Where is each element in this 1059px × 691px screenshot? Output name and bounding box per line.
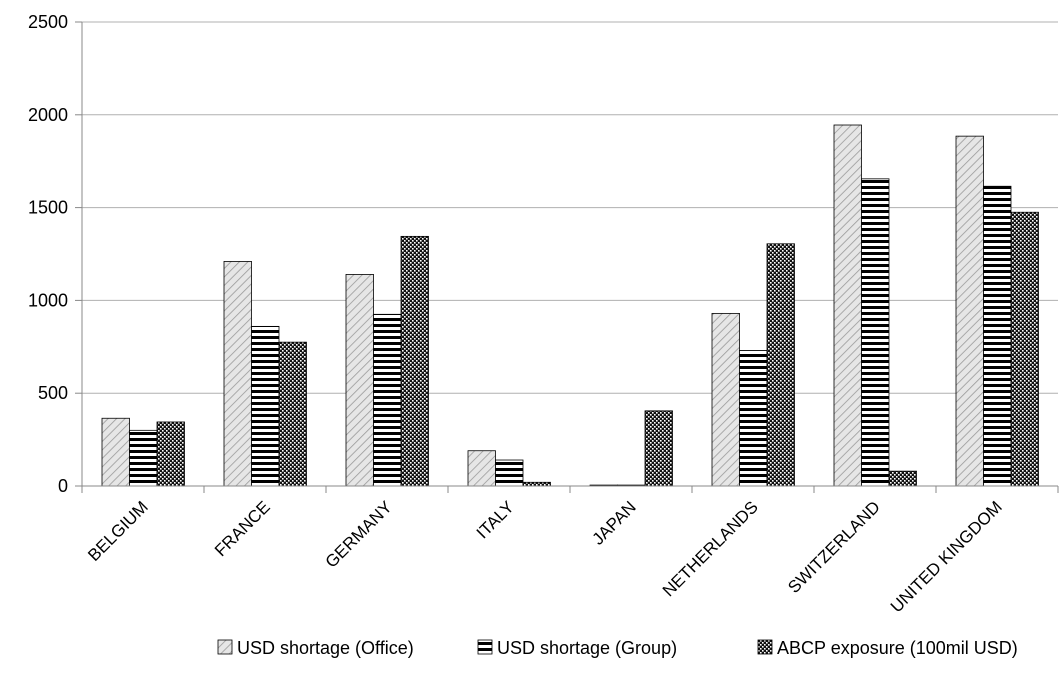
- bar: [1010, 211, 1039, 487]
- y-tick-label: 500: [38, 383, 68, 403]
- bar: [833, 124, 862, 487]
- bar: [861, 178, 890, 487]
- bar: [522, 481, 551, 487]
- y-tick-label: 0: [58, 476, 68, 496]
- bar: [278, 341, 307, 487]
- bar: [983, 185, 1012, 487]
- bar: [766, 243, 795, 487]
- bar: [739, 350, 768, 487]
- bar: [345, 274, 374, 487]
- bar: [955, 135, 984, 487]
- legend-swatch: [757, 639, 773, 655]
- bar: [373, 313, 402, 487]
- bar: [223, 261, 252, 487]
- x-category-label: SWITZERLAND: [784, 497, 884, 597]
- x-category-label: BELGIUM: [84, 497, 152, 565]
- y-axis-ticks: 0 500 1000 1500 2000 2500: [28, 12, 68, 496]
- legend-swatch: [217, 639, 233, 655]
- x-category-label: NETHERLANDS: [659, 497, 762, 600]
- bar: [101, 417, 130, 487]
- x-category-label: UNITED KINGDOM: [887, 497, 1006, 616]
- x-category-label: FRANCE: [211, 497, 274, 560]
- legend-swatch: [477, 639, 493, 655]
- y-tick-label: 1500: [28, 198, 68, 218]
- bar: [495, 459, 524, 487]
- legend-label: USD shortage (Office): [237, 638, 414, 658]
- bars: [101, 124, 1039, 487]
- axes: [75, 21, 1059, 493]
- bar: [129, 429, 158, 487]
- x-category-label: ITALY: [473, 497, 518, 542]
- bar: [711, 312, 740, 487]
- x-category-label: GERMANY: [322, 497, 396, 571]
- y-tick-label: 2500: [28, 12, 68, 32]
- x-axis-labels: BELGIUM FRANCE GERMANY ITALY JAPAN NETHERLAND…: [84, 497, 1006, 616]
- bar: [467, 450, 496, 487]
- bar: [251, 325, 280, 487]
- bar: [644, 410, 673, 487]
- y-tick-label: 1000: [28, 290, 68, 310]
- legend-label: ABCP exposure (100mil USD): [777, 638, 1018, 658]
- legend-label: USD shortage (Group): [497, 638, 677, 658]
- x-category-label: JAPAN: [589, 497, 640, 548]
- bar: [156, 421, 185, 487]
- bar: [400, 235, 429, 487]
- bar: [888, 470, 917, 487]
- y-tick-label: 2000: [28, 105, 68, 125]
- legend: USD shortage (Office) USD shortage (Group…: [217, 638, 1018, 658]
